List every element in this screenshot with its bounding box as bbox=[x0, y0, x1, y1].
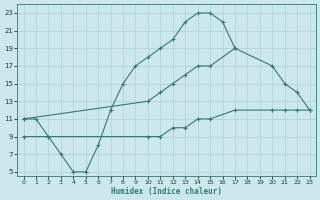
X-axis label: Humidex (Indice chaleur): Humidex (Indice chaleur) bbox=[111, 187, 222, 196]
